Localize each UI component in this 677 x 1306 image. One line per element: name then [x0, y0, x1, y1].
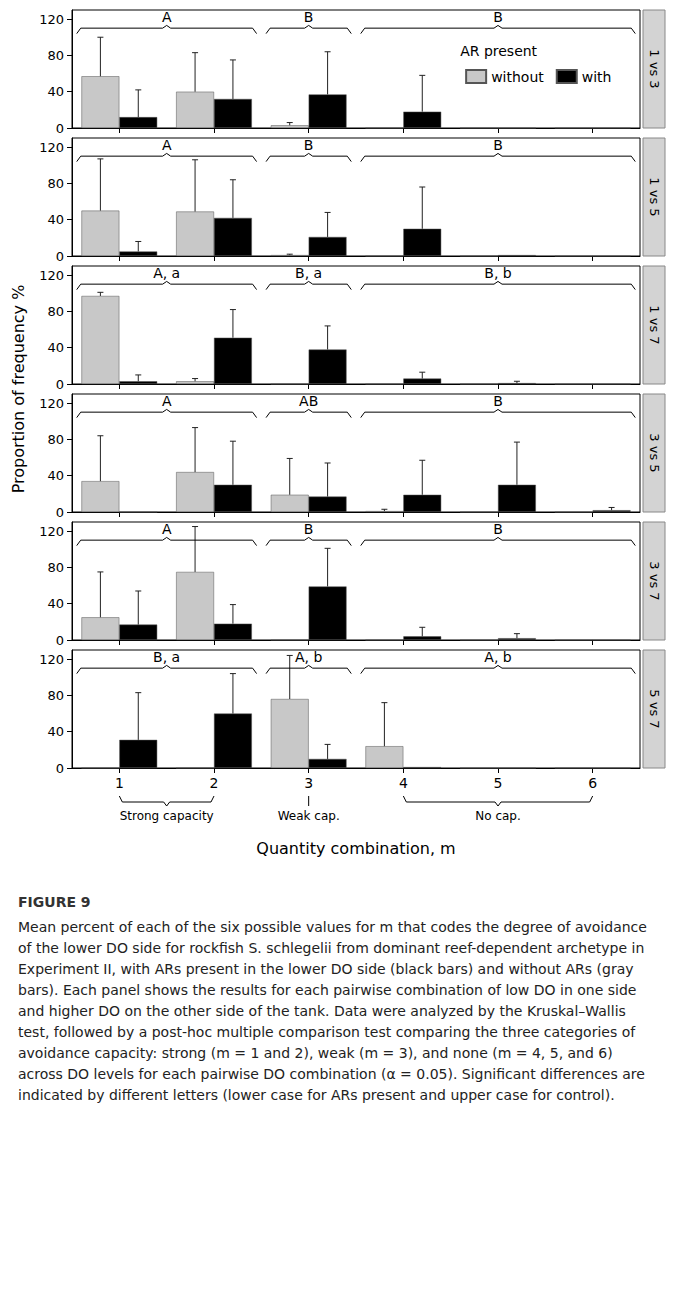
svg-text:40: 40 [47, 340, 64, 355]
svg-text:2: 2 [210, 775, 219, 791]
svg-text:0: 0 [56, 249, 64, 264]
svg-text:B, a: B, a [153, 649, 180, 665]
svg-text:5: 5 [494, 775, 503, 791]
svg-text:120: 120 [39, 524, 64, 539]
svg-text:B, a: B, a [295, 265, 322, 281]
svg-text:3: 3 [304, 775, 313, 791]
svg-text:B: B [304, 521, 314, 537]
svg-text:120: 120 [39, 140, 64, 155]
svg-text:120: 120 [39, 12, 64, 27]
svg-text:4: 4 [399, 775, 408, 791]
svg-text:0: 0 [56, 121, 64, 136]
svg-text:80: 80 [47, 688, 64, 703]
svg-text:0: 0 [56, 633, 64, 648]
svg-text:AR present: AR present [460, 43, 537, 59]
svg-text:0: 0 [56, 377, 64, 392]
svg-text:A: A [162, 137, 172, 153]
svg-text:B, b: B, b [484, 265, 512, 281]
svg-text:40: 40 [47, 468, 64, 483]
svg-text:80: 80 [47, 176, 64, 191]
svg-text:AB: AB [299, 393, 318, 409]
svg-text:120: 120 [39, 652, 64, 667]
svg-text:B: B [304, 137, 314, 153]
svg-text:80: 80 [47, 432, 64, 447]
svg-text:40: 40 [47, 724, 64, 739]
svg-text:A, b: A, b [295, 649, 322, 665]
svg-text:1 vs 7: 1 vs 7 [647, 305, 662, 344]
svg-text:B: B [493, 393, 503, 409]
svg-text:1 vs 5: 1 vs 5 [647, 177, 662, 216]
svg-text:B: B [493, 9, 503, 25]
svg-text:No cap.: No cap. [475, 809, 521, 823]
svg-text:A: A [162, 393, 172, 409]
svg-text:Weak cap.: Weak cap. [278, 809, 340, 823]
svg-text:6: 6 [588, 775, 597, 791]
svg-text:B: B [304, 9, 314, 25]
svg-text:without: without [491, 69, 544, 85]
svg-text:40: 40 [47, 212, 64, 227]
svg-text:A: A [162, 521, 172, 537]
svg-text:0: 0 [56, 505, 64, 520]
svg-text:40: 40 [47, 596, 64, 611]
svg-text:B: B [493, 137, 503, 153]
svg-text:120: 120 [39, 396, 64, 411]
svg-text:40: 40 [47, 84, 64, 99]
svg-text:1: 1 [115, 775, 124, 791]
svg-text:A: A [162, 9, 172, 25]
svg-text:5 vs 7: 5 vs 7 [647, 689, 662, 728]
html-text:Mean percent of each of the si: Mean percent of each of the six possible… [18, 919, 647, 1103]
svg-text:with: with [582, 69, 612, 85]
svg-text:3 vs 5: 3 vs 5 [647, 433, 662, 472]
html-text:FIGURE 9: FIGURE 9 [18, 894, 91, 910]
svg-text:80: 80 [47, 304, 64, 319]
svg-text:120: 120 [39, 268, 64, 283]
svg-text:A, a: A, a [153, 265, 180, 281]
svg-text:Proportion of frequency %: Proportion of frequency % [9, 285, 28, 494]
svg-text:A, b: A, b [484, 649, 511, 665]
svg-text:B: B [493, 521, 503, 537]
svg-text:Strong capacity: Strong capacity [120, 809, 214, 823]
svg-text:80: 80 [47, 560, 64, 575]
svg-text:3 vs 7: 3 vs 7 [647, 561, 662, 600]
svg-text:Quantity combination, m: Quantity combination, m [256, 839, 455, 858]
svg-text:1 vs 3: 1 vs 3 [647, 49, 662, 88]
svg-text:0: 0 [56, 761, 64, 776]
svg-text:80: 80 [47, 48, 64, 63]
